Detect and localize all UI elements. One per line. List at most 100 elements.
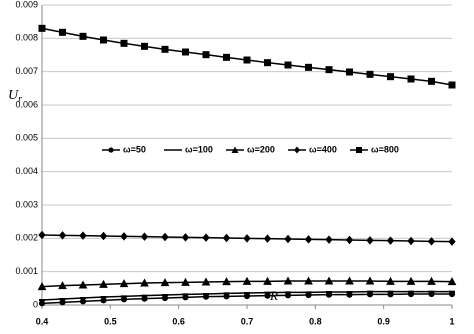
marker	[181, 233, 190, 242]
marker	[345, 276, 354, 285]
marker	[427, 276, 436, 285]
marker	[140, 232, 149, 241]
y-label-sub: r	[18, 94, 22, 105]
marker	[120, 296, 128, 303]
marker	[325, 66, 333, 74]
marker	[202, 233, 210, 242]
marker	[160, 278, 170, 287]
marker	[407, 75, 415, 83]
marker	[58, 281, 67, 290]
marker	[161, 45, 169, 53]
marker	[120, 39, 128, 47]
x-tick-label: 0.6	[172, 316, 185, 326]
marker	[324, 276, 334, 285]
marker	[448, 237, 456, 246]
y-tick-label: 0.005	[15, 133, 38, 143]
marker	[304, 235, 313, 244]
marker	[202, 51, 210, 59]
marker	[201, 277, 211, 286]
y-tick-label: 0.002	[15, 233, 38, 243]
marker	[264, 292, 271, 299]
marker	[38, 300, 46, 307]
marker	[284, 61, 292, 69]
y-tick-label: 0.007	[15, 66, 38, 76]
marker	[447, 277, 457, 286]
legend-label: ω=50	[123, 144, 146, 154]
legend-marker	[231, 146, 239, 153]
x-tick-label: 0.5	[104, 316, 117, 326]
marker	[284, 292, 292, 299]
marker	[222, 233, 231, 243]
marker	[38, 230, 46, 240]
y-tick-label: 0.009	[15, 0, 38, 9]
marker	[366, 236, 374, 245]
legend-item: ω=50	[102, 144, 146, 154]
marker	[407, 236, 415, 246]
marker	[264, 59, 271, 67]
marker	[119, 279, 129, 288]
legend-marker	[294, 146, 300, 154]
marker	[448, 81, 456, 89]
marker	[304, 276, 313, 285]
legend-item: ω=100	[164, 144, 213, 154]
y-tick-label: 0.001	[15, 266, 38, 276]
marker	[99, 279, 108, 288]
y-tick-label: 0	[33, 299, 38, 309]
x-tick-label: 1	[449, 316, 454, 326]
legend-label: ω=800	[371, 144, 399, 154]
marker	[182, 294, 189, 301]
marker	[325, 235, 333, 244]
y-axis-label: Ur	[8, 88, 22, 105]
marker	[263, 276, 272, 285]
marker	[242, 276, 252, 285]
legend-item: ω=400	[288, 144, 337, 154]
marker	[386, 276, 395, 285]
marker	[263, 234, 272, 243]
marker	[58, 231, 67, 240]
marker	[59, 28, 66, 36]
legend-marker	[108, 147, 114, 153]
marker	[428, 77, 435, 85]
marker	[181, 277, 190, 286]
marker	[366, 70, 374, 78]
y-label-main: U	[8, 88, 19, 103]
marker	[37, 282, 47, 291]
y-tick-label: 0.008	[15, 33, 38, 43]
marker	[346, 68, 353, 76]
marker	[243, 56, 251, 64]
marker	[99, 231, 108, 241]
y-tick-label: 0.004	[15, 166, 38, 176]
marker	[223, 293, 230, 300]
marker	[243, 292, 251, 300]
marker	[140, 278, 149, 287]
y-tick-label: 0.003	[15, 199, 38, 209]
legend-label: ω=200	[247, 144, 275, 154]
marker	[243, 234, 251, 243]
x-tick-label: 0.7	[241, 316, 254, 326]
x-tick-label: 0.8	[309, 316, 322, 326]
marker	[387, 73, 394, 81]
x-tick-label: 0.4	[36, 316, 49, 326]
marker	[100, 36, 107, 44]
marker	[406, 276, 416, 285]
legend-item: ω=200	[226, 144, 275, 154]
x-tick-label: 0.9	[377, 316, 390, 326]
legend-label: ω=100	[185, 144, 213, 154]
marker	[38, 24, 46, 32]
marker	[386, 236, 395, 245]
marker	[345, 235, 354, 245]
marker	[427, 237, 436, 246]
marker	[120, 232, 128, 241]
marker	[223, 53, 230, 61]
y-tick-label: 0.006	[15, 99, 38, 109]
marker	[59, 299, 66, 306]
marker	[283, 276, 293, 285]
marker	[78, 280, 88, 289]
marker	[79, 298, 87, 305]
legend-label: ω=400	[309, 144, 337, 154]
marker	[365, 276, 375, 285]
marker	[182, 48, 189, 56]
marker	[141, 42, 148, 50]
marker	[79, 32, 87, 40]
